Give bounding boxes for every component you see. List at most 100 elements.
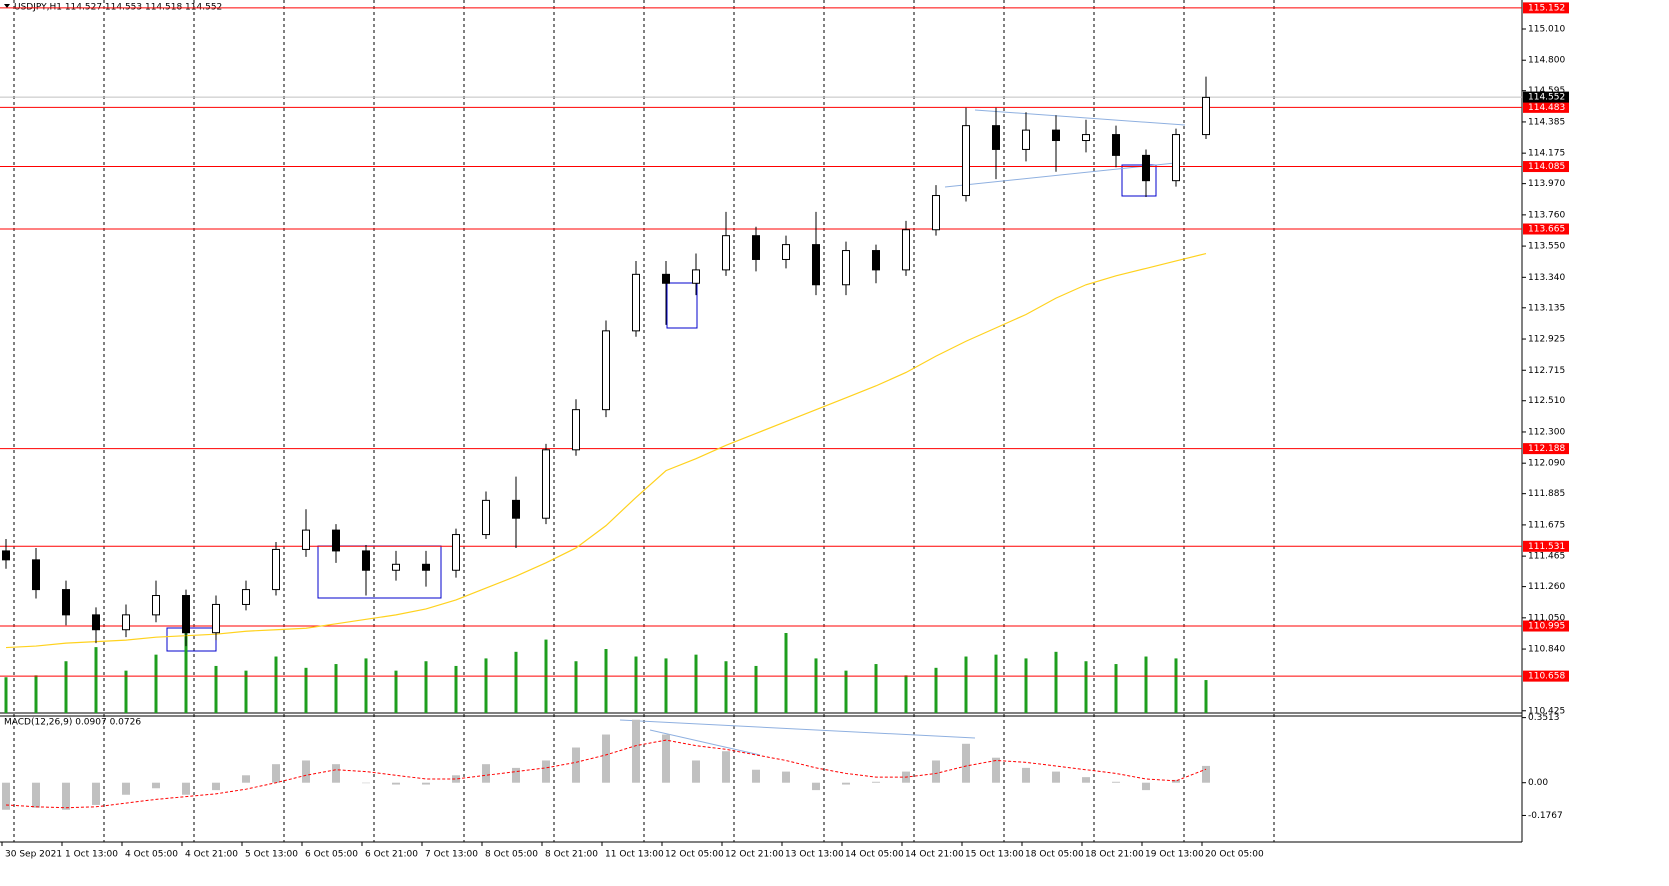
macd-bar [272, 764, 280, 783]
volume-bar [394, 670, 398, 713]
volume-bar [844, 670, 848, 713]
volume-bar [904, 675, 908, 713]
level-label: 115.152 [1528, 3, 1565, 13]
macd-bar [152, 782, 160, 789]
y-tick-label: 0.3513 [1528, 713, 1560, 723]
macd-bar [932, 760, 940, 783]
y-tick-label: 112.300 [1528, 427, 1565, 437]
level-label: 110.995 [1528, 622, 1565, 632]
macd-title: MACD(12,26,9) 0.0907 0.0726 [4, 718, 141, 728]
x-tick-label: 5 Oct 13:00 [245, 850, 298, 860]
candle-body [1202, 96, 1210, 136]
candle-body [572, 409, 580, 451]
candle-body [182, 595, 190, 634]
macd-bar [1022, 767, 1030, 783]
candle-body [872, 250, 880, 271]
x-tick-label: 13 Oct 13:00 [785, 850, 844, 860]
candle-body [812, 244, 820, 286]
macd-bar [1172, 779, 1180, 783]
macd-bar [212, 782, 220, 791]
y-tick-label: 114.800 [1528, 56, 1565, 66]
trendline [649, 729, 761, 756]
macd-bar [122, 782, 130, 795]
candle-body [272, 548, 280, 591]
macd-bar [1082, 777, 1090, 783]
macd-bar [542, 760, 550, 783]
volume-bar [1144, 656, 1148, 713]
y-tick-label: 111.885 [1528, 489, 1565, 499]
candle-body [122, 614, 130, 631]
y-tick-label: 0.00 [1528, 778, 1548, 788]
candle-body [692, 269, 700, 284]
macd-bar [1052, 771, 1060, 783]
y-tick-label: 113.550 [1528, 242, 1565, 252]
volume-bar [274, 656, 278, 713]
macd-bar [302, 760, 310, 783]
macd-bar [872, 781, 880, 783]
level-label-box [1523, 443, 1569, 455]
candle-body [1112, 134, 1120, 156]
macd-bar [602, 734, 610, 783]
level-label-box [1523, 2, 1569, 14]
volume-bar [814, 658, 818, 713]
y-tick-label: 110.840 [1528, 645, 1565, 655]
candle-body [542, 449, 550, 519]
menu-arrow [4, 4, 10, 8]
macd-bar [332, 764, 340, 783]
y-tick-label: 111.465 [1528, 552, 1565, 562]
x-tick-label: 7 Oct 13:00 [425, 850, 478, 860]
x-tick-label: 11 Oct 13:00 [605, 850, 664, 860]
current-price-box [1523, 91, 1569, 103]
x-tick-label: 19 Oct 13:00 [1145, 850, 1204, 860]
macd-bar [362, 782, 370, 784]
candle-body [1082, 134, 1090, 142]
x-tick-label: 12 Oct 05:00 [665, 850, 724, 860]
volume-bar [454, 665, 458, 713]
volume-bar [1054, 651, 1058, 713]
macd-bar [62, 782, 70, 810]
x-tick-label: 18 Oct 21:00 [1085, 850, 1144, 860]
level-label: 113.665 [1528, 224, 1565, 234]
volume-bar [604, 649, 608, 713]
level-label-box [1523, 540, 1569, 552]
volume-bar [244, 670, 248, 713]
volume-bar [694, 654, 698, 713]
level-label-box [1523, 101, 1569, 113]
volume-bar [634, 656, 638, 713]
x-tick-label: 8 Oct 21:00 [545, 850, 598, 860]
macd-bar [452, 775, 460, 783]
trendline [619, 719, 976, 739]
y-tick-label: 114.385 [1528, 117, 1565, 127]
x-tick-label: 30 Sep 2021 [5, 850, 62, 860]
candle-body [242, 589, 250, 605]
candle-body [752, 235, 760, 260]
volume-bar [364, 658, 368, 713]
candle-body [632, 273, 640, 332]
candle-body [992, 125, 1000, 150]
macd-bar [92, 782, 100, 805]
volume-bar [514, 651, 518, 713]
y-tick-label: 112.925 [1528, 335, 1565, 345]
volume-bar [424, 661, 428, 713]
volume-bar [64, 661, 68, 713]
y-tick-label: 114.595 [1528, 86, 1565, 96]
candle-body [212, 603, 220, 634]
candle-body [422, 563, 430, 571]
volume-bar [154, 654, 158, 713]
level-label-box [1523, 161, 1569, 173]
macd-bar [842, 782, 850, 785]
level-label: 114.085 [1528, 162, 1565, 172]
y-tick-label: 113.135 [1528, 303, 1565, 313]
volume-bar [1084, 661, 1088, 713]
macd-bar [722, 751, 730, 783]
candle-body [842, 250, 850, 286]
volume-bar [1204, 680, 1208, 713]
trendline [974, 109, 1186, 126]
volume-bar [1174, 658, 1178, 713]
y-tick-label: 114.175 [1528, 149, 1565, 159]
x-tick-label: 18 Oct 05:00 [1025, 850, 1084, 860]
y-tick-label: 112.510 [1528, 396, 1565, 406]
level-label: 112.188 [1528, 444, 1565, 454]
macd-bar [1112, 781, 1120, 783]
